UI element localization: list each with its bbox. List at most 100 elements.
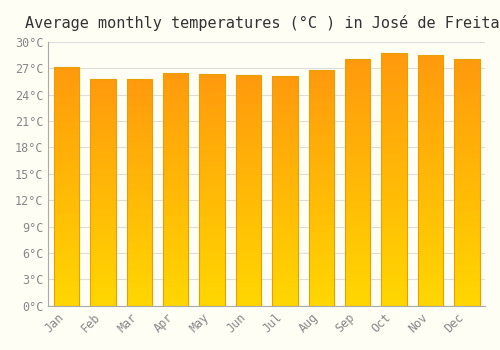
Bar [126, 172, 152, 174]
Bar [54, 75, 80, 77]
Bar [382, 172, 407, 175]
Bar [308, 136, 334, 138]
Bar [126, 288, 152, 290]
Bar [272, 134, 297, 136]
Bar [418, 130, 443, 133]
Bar [345, 281, 370, 284]
Bar [126, 208, 152, 210]
Bar [308, 93, 334, 96]
Bar [454, 190, 479, 192]
Bar [54, 282, 80, 284]
Bar [272, 113, 297, 115]
Bar [54, 218, 80, 220]
Bar [90, 99, 116, 102]
Bar [200, 92, 225, 94]
Bar [345, 148, 370, 150]
Bar [272, 163, 297, 166]
Bar [308, 188, 334, 190]
Bar [54, 246, 80, 248]
Bar [454, 217, 479, 219]
Bar [345, 76, 370, 78]
Bar [200, 136, 225, 139]
Bar [200, 143, 225, 146]
Bar [308, 256, 334, 259]
Bar [200, 292, 225, 294]
Bar [200, 76, 225, 78]
Bar [345, 303, 370, 306]
Bar [382, 192, 407, 195]
Bar [163, 161, 188, 163]
Bar [163, 196, 188, 198]
Bar [454, 210, 479, 212]
Bar [454, 180, 479, 183]
Bar [236, 274, 261, 276]
Bar [200, 301, 225, 303]
Bar [382, 136, 407, 139]
Bar [382, 281, 407, 283]
Bar [418, 258, 443, 261]
Bar [90, 167, 116, 170]
Bar [418, 63, 443, 65]
Bar [163, 296, 188, 299]
Bar [418, 301, 443, 303]
Bar [382, 96, 407, 99]
Bar [418, 143, 443, 145]
Bar [272, 241, 297, 244]
Bar [200, 167, 225, 169]
Bar [200, 178, 225, 180]
Bar [382, 147, 407, 149]
Bar [345, 190, 370, 192]
Bar [163, 285, 188, 287]
Bar [54, 98, 80, 101]
Bar [90, 149, 116, 152]
Bar [200, 257, 225, 259]
Bar [200, 278, 225, 280]
Bar [272, 294, 297, 297]
Bar [454, 99, 479, 102]
Bar [90, 206, 116, 208]
Bar [236, 264, 261, 267]
Bar [454, 271, 479, 274]
Bar [345, 257, 370, 259]
Bar [126, 167, 152, 170]
Bar [382, 81, 407, 84]
Bar [382, 157, 407, 159]
Bar [163, 287, 188, 289]
Bar [200, 78, 225, 80]
Bar [54, 277, 80, 280]
Bar [236, 188, 261, 191]
Bar [418, 175, 443, 178]
Bar [163, 96, 188, 98]
Bar [308, 268, 334, 271]
Bar [345, 291, 370, 293]
Bar [382, 86, 407, 89]
Bar [126, 301, 152, 303]
Bar [454, 161, 479, 163]
Bar [454, 183, 479, 185]
Bar [236, 174, 261, 177]
Bar [272, 209, 297, 212]
Bar [236, 260, 261, 262]
Bar [272, 265, 297, 267]
Bar [90, 247, 116, 249]
Bar [345, 237, 370, 239]
Bar [163, 149, 188, 152]
Bar [272, 138, 297, 140]
Bar [418, 60, 443, 63]
Bar [272, 131, 297, 134]
Bar [308, 230, 334, 233]
Bar [236, 96, 261, 98]
Bar [418, 241, 443, 243]
Bar [345, 212, 370, 214]
Bar [126, 190, 152, 192]
Bar [272, 267, 297, 269]
Bar [163, 103, 188, 105]
Bar [54, 237, 80, 239]
Bar [418, 123, 443, 125]
Bar [200, 241, 225, 243]
Bar [126, 231, 152, 233]
Bar [418, 238, 443, 241]
Bar [272, 292, 297, 294]
Bar [308, 160, 334, 162]
Bar [126, 188, 152, 190]
